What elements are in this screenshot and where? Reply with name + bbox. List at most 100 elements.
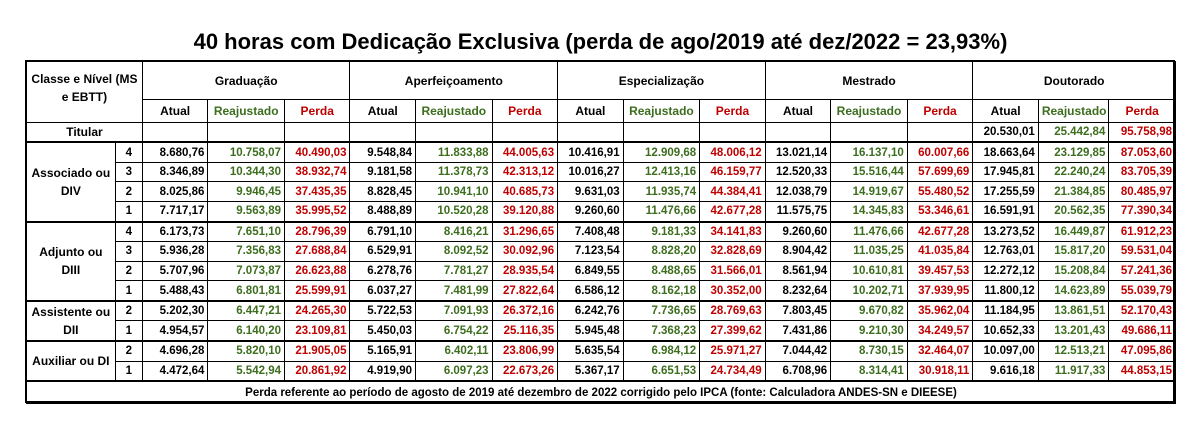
table-row: 1 4.954,57 6.140,20 23.109,81 5.450,03 6.754,…: [27, 320, 1176, 343]
value-atual: 8.680,76: [141, 141, 209, 163]
page-title: 40 horas com Dedicação Exclusiva (perda …: [193, 29, 1008, 54]
value-atual: 12.520,33: [764, 161, 832, 183]
classe-label: Adjunto ou DIII: [26, 221, 116, 302]
value-reajustado: 16.449,87: [1037, 221, 1110, 243]
value-reajustado: 25.442,84: [1037, 121, 1110, 144]
nivel-cell: 2: [114, 260, 143, 282]
value-reajustado: 9.181,33: [622, 221, 701, 243]
header-subcol: Reajustado: [207, 99, 285, 123]
nivel-cell: 1: [114, 320, 143, 343]
value-reajustado: 13.201,43: [1037, 320, 1110, 343]
value-perda: 42.677,28: [906, 221, 974, 243]
value-atual: 10.416,91: [557, 141, 624, 163]
value-atual: 5.367,17: [557, 360, 624, 383]
table-body: Classe e Nível (MS e EBTT) Graduação Ape…: [26, 60, 1176, 405]
value-perda: 60.007,66: [906, 141, 974, 163]
value-atual: 17.945,81: [972, 161, 1039, 183]
value-perda: 25.599,91: [283, 280, 351, 302]
value-perda: 41.035,84: [906, 241, 974, 262]
value-atual: 8.488,89: [349, 201, 416, 223]
value-perda: 21.905,05: [283, 340, 351, 362]
header-subcol: Reajustado: [1037, 99, 1110, 123]
value-reajustado: 12.513,21: [1037, 340, 1110, 362]
value-reajustado: 21.384,85: [1037, 181, 1110, 203]
value-perda: 26.372,16: [491, 300, 559, 322]
value-reajustado: 14.919,67: [830, 181, 908, 203]
value-atual: 4.472,64: [141, 360, 209, 383]
header-group-mestrado: Mestrado: [764, 60, 974, 101]
value-perda: 40.685,73: [491, 181, 559, 203]
value-atual: 5.450,03: [349, 320, 416, 343]
value-reajustado: 14.623,89: [1037, 280, 1110, 302]
value-reajustado: 6.984,12: [622, 340, 701, 362]
value-atual: 5.202,30: [141, 300, 209, 322]
header-row-groups: Classe e Nível (MS e EBTT) Graduação Ape…: [26, 60, 1176, 123]
value-atual: 11.575,75: [764, 201, 832, 223]
value-atual: 8.232,64: [764, 280, 832, 302]
value-atual: 8.828,45: [349, 181, 416, 203]
value-perda: 22.673,26: [491, 360, 559, 383]
value-atual: 9.260,60: [764, 221, 832, 243]
header-subcol: Perda: [906, 99, 974, 123]
value-atual: [557, 121, 624, 144]
value-atual: 9.548,84: [349, 141, 416, 163]
table-row: Adjunto ou DIII 4 6.173,73 7.651,10 28.796,3…: [26, 221, 1176, 302]
header-subcol: Reajustado: [622, 99, 701, 123]
value-perda: 53.346,61: [906, 201, 974, 223]
table-row: 2 5.707,96 7.073,87 26.623,88 6.278,76 7.781,…: [27, 260, 1176, 282]
value-reajustado: 10.610,81: [830, 260, 908, 282]
value-perda: 32.464,07: [906, 340, 974, 362]
value-perda: 42.677,28: [699, 201, 766, 223]
value-perda: [699, 121, 766, 144]
value-atual: 4.696,28: [141, 340, 209, 362]
value-atual: 20.530,01: [972, 121, 1039, 144]
value-perda: 24.265,30: [283, 300, 351, 322]
value-atual: 5.488,43: [141, 280, 209, 302]
value-perda: 83.705,39: [1108, 161, 1176, 183]
value-reajustado: 7.481,99: [414, 280, 493, 302]
nivel-cell: 4: [114, 141, 143, 163]
value-perda: 28.769,63: [699, 300, 766, 322]
table-row: 1 5.488,43 6.801,81 25.599,91 6.037,27 7.481,…: [27, 280, 1176, 302]
header-subcol: Atual: [557, 99, 624, 123]
classe-label: Associado ou DIV: [26, 141, 116, 223]
value-atual: 18.663,64: [972, 141, 1039, 163]
value-reajustado: 10.520,28: [414, 201, 493, 223]
value-reajustado: 15.516,44: [830, 161, 908, 183]
nivel-cell: 3: [114, 241, 143, 262]
header-subcol: Reajustado: [830, 99, 908, 123]
classe-label: Auxiliar ou DI: [26, 340, 116, 383]
value-atual: 12.763,01: [972, 241, 1039, 262]
value-reajustado: 20.562,35: [1037, 201, 1110, 223]
value-reajustado: 7.368,23: [622, 320, 701, 343]
value-perda: 34.249,57: [906, 320, 974, 343]
value-perda: 61.912,23: [1108, 221, 1176, 243]
value-perda: 31.566,01: [699, 260, 766, 282]
header-group-doutorado: Doutorado: [972, 60, 1176, 101]
header-subcol: Perda: [1108, 99, 1176, 123]
classe-label: Titular: [26, 121, 143, 144]
header-group-graduacao: Graduação: [141, 60, 351, 101]
value-perda: [906, 121, 974, 144]
value-reajustado: 7.736,65: [622, 300, 701, 322]
value-atual: 9.631,03: [557, 181, 624, 203]
value-atual: 12.272,12: [972, 260, 1039, 282]
value-reajustado: 7.091,93: [414, 300, 493, 322]
value-atual: 11.800,12: [972, 280, 1039, 302]
value-perda: 59.531,04: [1108, 241, 1176, 262]
value-reajustado: 14.345,83: [830, 201, 908, 223]
nivel-cell: 1: [114, 360, 143, 383]
value-atual: 5.707,96: [141, 260, 209, 282]
value-reajustado: 10.941,10: [414, 181, 493, 203]
nivel-cell: 2: [114, 340, 143, 362]
header-classe-nivel: Classe e Nível (MS e EBTT): [26, 61, 143, 123]
value-perda: 49.686,11: [1108, 320, 1176, 343]
header-subcol: Reajustado: [414, 99, 493, 123]
value-perda: 27.399,62: [699, 320, 766, 343]
value-atual: 10.016,27: [557, 161, 624, 183]
value-perda: 77.390,34: [1108, 201, 1176, 223]
value-reajustado: 6.801,81: [207, 280, 285, 302]
value-reajustado: 9.946,45: [207, 181, 285, 203]
value-perda: 44.384,41: [699, 181, 766, 203]
value-reajustado: 8.314,41: [830, 360, 908, 383]
